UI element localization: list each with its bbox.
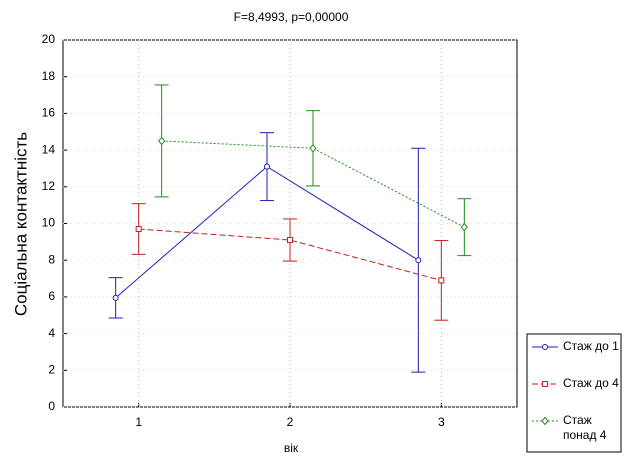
x-tick-label: 2	[287, 415, 294, 429]
y-tick-label: 2	[48, 362, 55, 376]
marker	[112, 294, 119, 301]
series-line	[138, 228, 442, 281]
y-tick-label: 10	[42, 216, 56, 230]
chart-title: F=8,4993, p=0,00000	[234, 10, 349, 24]
marker	[541, 416, 549, 426]
x-axis-label: вік	[284, 441, 299, 455]
marker	[460, 222, 468, 232]
x-tick-label: 3	[438, 415, 445, 429]
y-tick-label: 12	[42, 179, 56, 193]
legend-label: Стаж до 4	[563, 376, 619, 390]
legend-label: Стаж понад 4	[563, 413, 607, 442]
y-tick-label: 6	[48, 289, 55, 303]
y-axis-label: Соціальна контактність	[11, 132, 30, 316]
marker	[264, 163, 270, 170]
y-tick-label: 8	[48, 252, 55, 266]
x-tick-label: 1	[135, 415, 142, 429]
series-line	[161, 140, 465, 228]
marker	[542, 344, 548, 350]
legend-label: Стаж до 1	[563, 339, 619, 353]
marker	[135, 226, 142, 233]
marker	[438, 277, 445, 284]
marker	[415, 257, 422, 264]
marker	[309, 143, 317, 153]
marker	[287, 237, 293, 244]
y-tick-label: 4	[48, 326, 55, 340]
marker	[158, 136, 166, 146]
marker	[542, 381, 548, 387]
y-tick-label: 16	[42, 106, 56, 120]
y-tick-label: 20	[42, 32, 56, 46]
legend-box	[526, 333, 622, 453]
y-tick-label: 14	[42, 142, 56, 156]
y-tick-label: 0	[48, 399, 55, 413]
y-tick-label: 18	[42, 69, 56, 83]
